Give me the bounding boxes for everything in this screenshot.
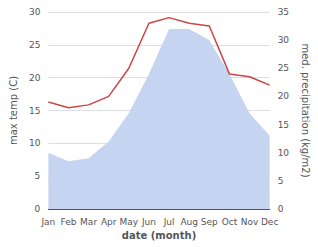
svg-text:Jul: Jul: [163, 217, 175, 227]
svg-text:25: 25: [278, 63, 289, 73]
svg-text:Nov: Nov: [241, 217, 259, 227]
svg-text:5: 5: [35, 171, 41, 181]
svg-text:15: 15: [29, 106, 40, 116]
svg-text:35: 35: [278, 7, 289, 17]
svg-text:Jun: Jun: [141, 217, 156, 227]
svg-text:Apr: Apr: [101, 217, 117, 227]
svg-text:Aug: Aug: [180, 217, 198, 227]
svg-text:Feb: Feb: [61, 217, 77, 227]
svg-text:0: 0: [278, 204, 284, 214]
svg-text:max temp (C): max temp (C): [8, 76, 19, 145]
svg-text:med. precipitation (kg/m2): med. precipitation (kg/m2): [300, 43, 311, 177]
svg-text:0: 0: [35, 204, 41, 214]
svg-text:Dec: Dec: [261, 217, 278, 227]
svg-text:Jan: Jan: [40, 217, 55, 227]
svg-text:30: 30: [278, 35, 290, 45]
svg-text:30: 30: [29, 7, 41, 17]
svg-text:15: 15: [278, 120, 289, 130]
svg-text:5: 5: [278, 176, 284, 186]
svg-text:25: 25: [29, 40, 40, 50]
svg-text:May: May: [120, 217, 139, 227]
svg-text:Oct: Oct: [222, 217, 238, 227]
svg-text:Sep: Sep: [201, 217, 218, 227]
svg-text:20: 20: [278, 91, 290, 101]
svg-text:10: 10: [29, 138, 41, 148]
svg-text:20: 20: [29, 73, 41, 83]
svg-text:Mar: Mar: [80, 217, 97, 227]
svg-text:date (month): date (month): [122, 230, 196, 241]
svg-text:10: 10: [278, 148, 290, 158]
